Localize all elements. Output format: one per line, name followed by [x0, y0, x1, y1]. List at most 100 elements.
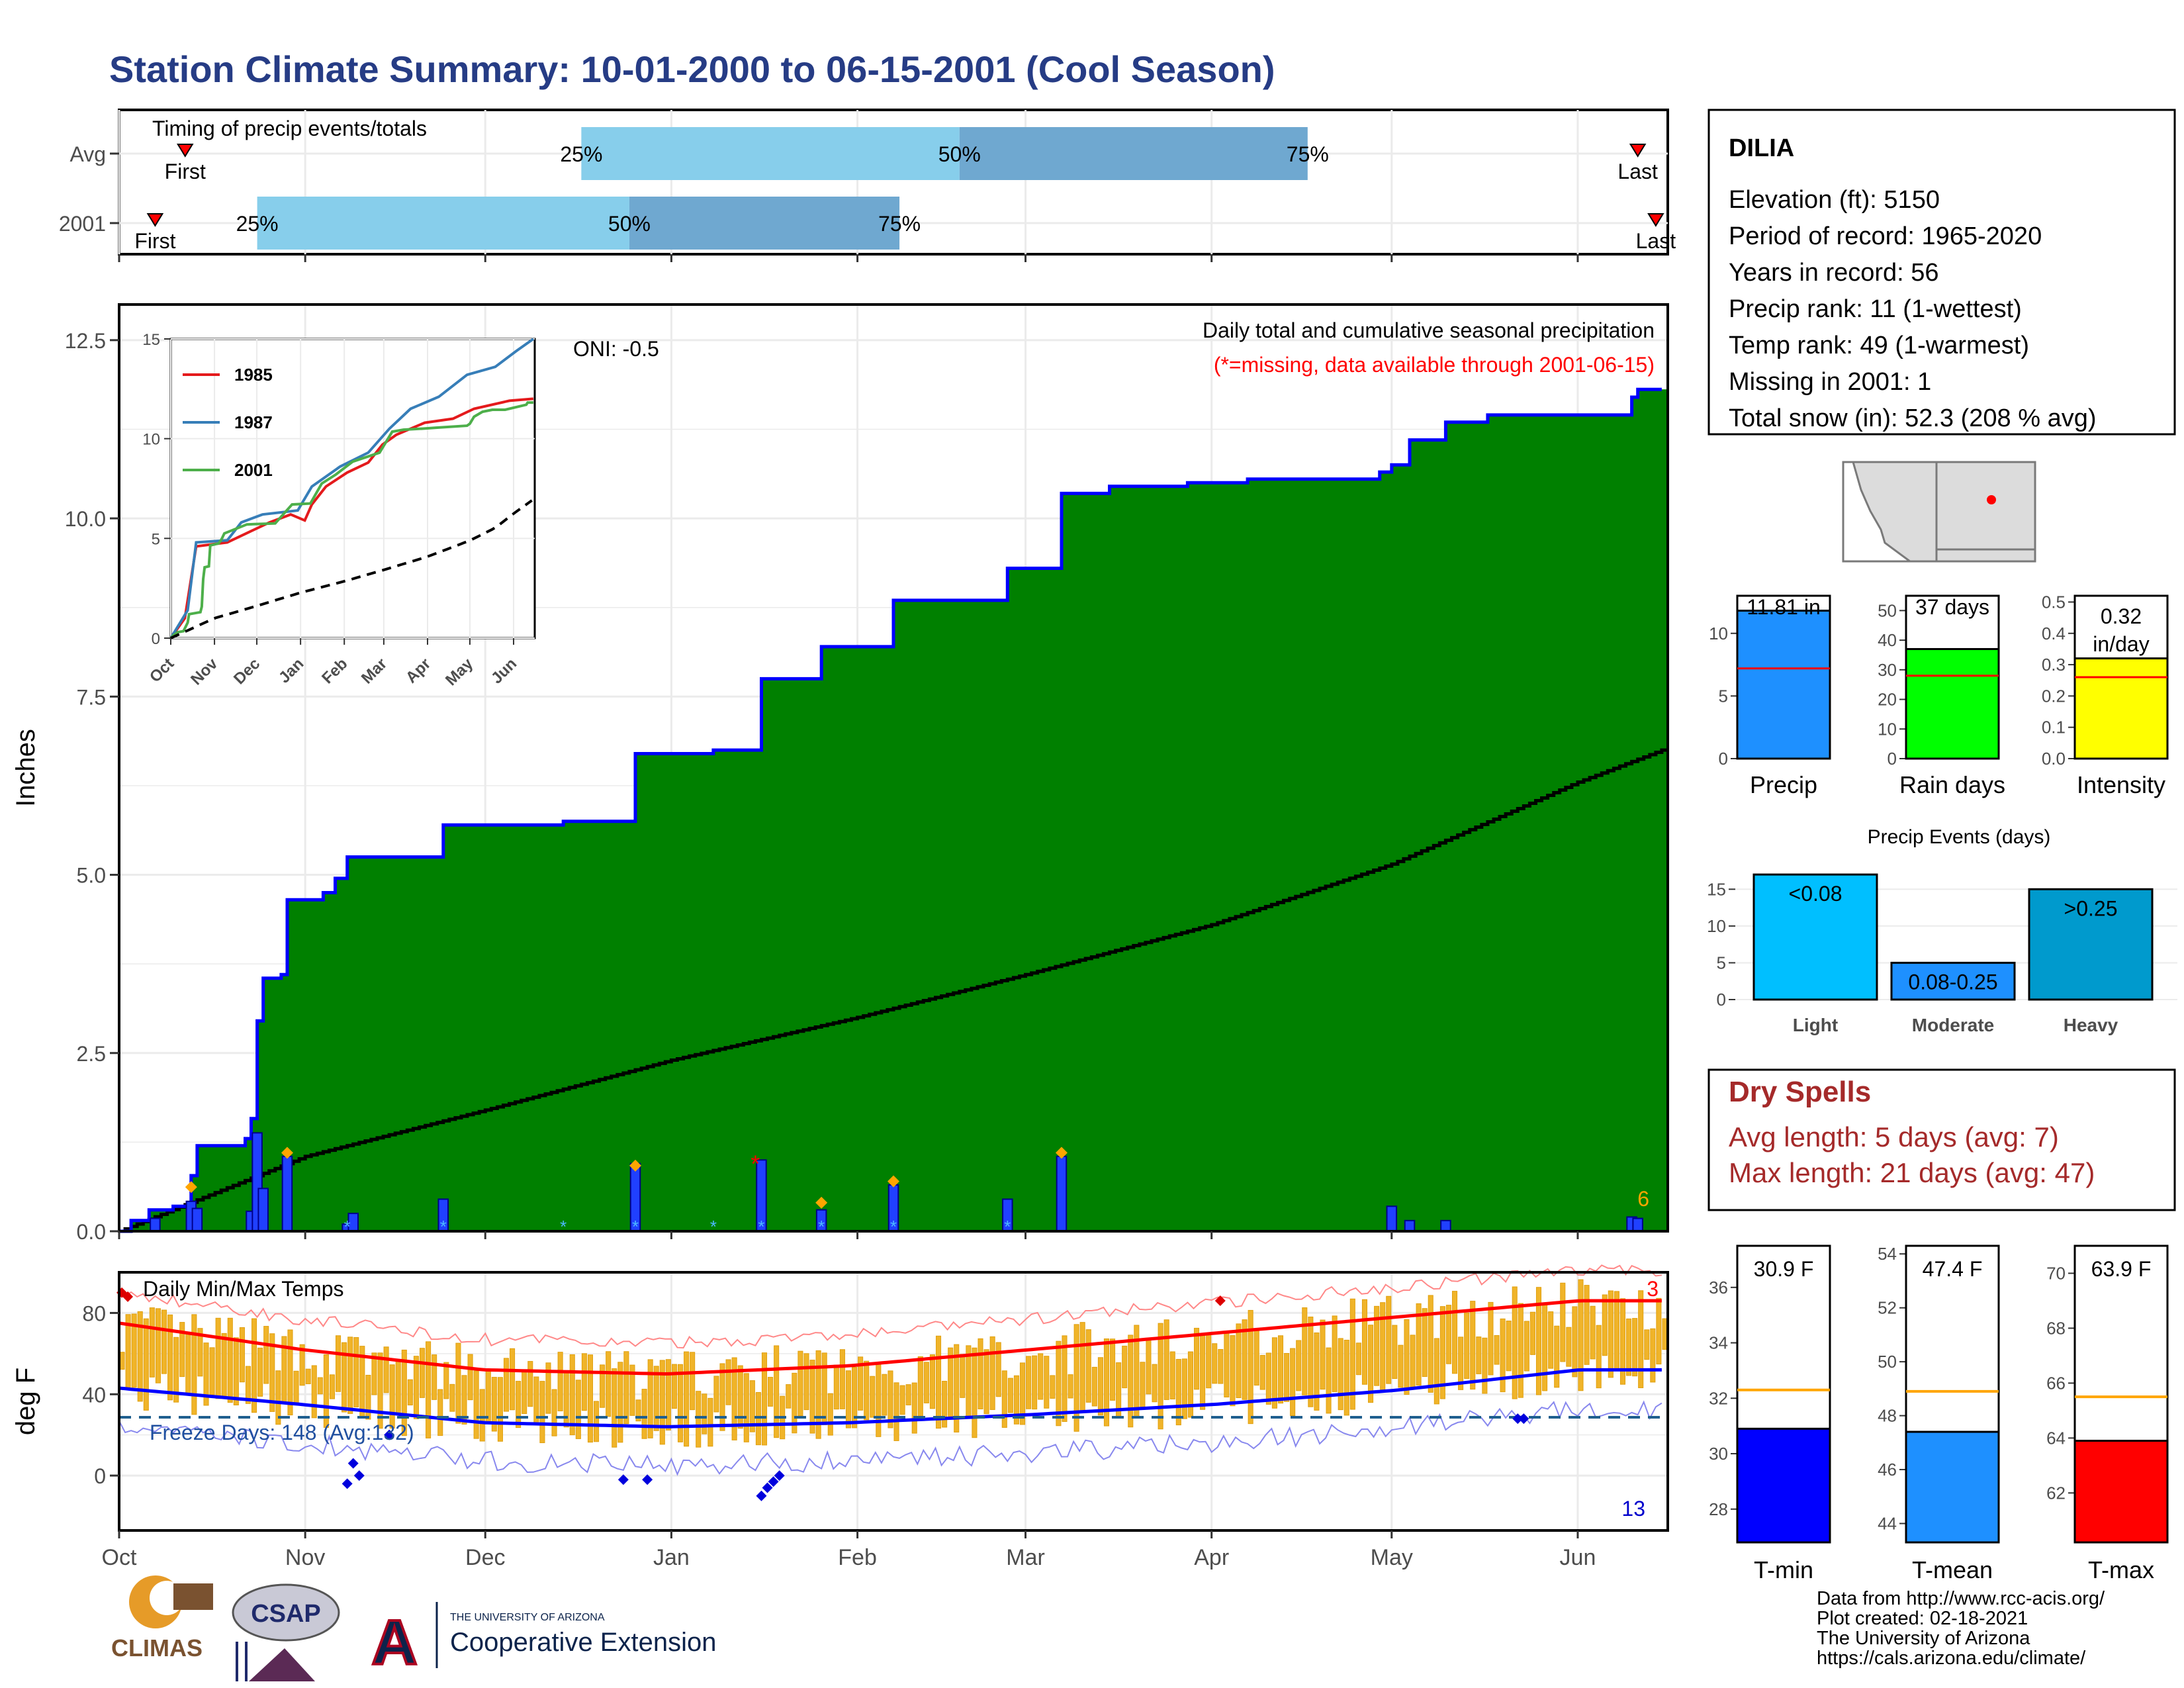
daily-temp-bar — [1163, 1319, 1169, 1400]
timing-panel: 25% 50% 75% First Last 25% 50% 75% First Last Tim… — [59, 109, 1676, 262]
inset-legend-label: 1987 — [234, 412, 273, 432]
daily-temp-bar — [1572, 1306, 1578, 1378]
daily-temp-bar — [1265, 1352, 1271, 1405]
daily-temp-bar — [1158, 1323, 1163, 1430]
daily-temp-bar — [1212, 1343, 1218, 1384]
daily-temp-bar — [119, 1352, 125, 1370]
csap-text: CSAP — [251, 1600, 321, 1628]
temp-ytick-label: 0 — [94, 1464, 106, 1488]
summary-ytick-label: 5 — [1719, 686, 1728, 706]
inset-line-1987 — [169, 338, 535, 639]
daily-temp-bar — [347, 1336, 353, 1414]
daily-temp-bar — [227, 1317, 233, 1403]
inset-average-line — [170, 499, 533, 639]
daily-temp-bar — [629, 1364, 635, 1416]
ua-big-text: Cooperative Extension — [450, 1628, 716, 1657]
daily-temp-bar — [173, 1336, 179, 1403]
daily-temp-bar — [905, 1384, 911, 1405]
temp-summary-name: T-mean — [1912, 1556, 1993, 1583]
station-box: DILIA Elevation (ft): 5150 Period of reco… — [1707, 109, 2176, 436]
daily-precip-bar — [150, 1217, 161, 1232]
daily-temp-bar — [383, 1346, 389, 1393]
temp-summary-ytick-label: 30 — [1709, 1444, 1728, 1464]
dry-spells-avg: Avg length: 5 days (avg: 7) — [1729, 1121, 2059, 1152]
cumulative-precip-area — [119, 389, 1668, 1232]
daily-temp-bar — [1632, 1318, 1638, 1377]
record-low-marker — [774, 1470, 785, 1481]
timing-first-marker — [146, 213, 164, 227]
missing-marker: * — [751, 1150, 760, 1178]
daily-temp-bar — [1193, 1327, 1200, 1390]
daily-temp-bar — [1032, 1355, 1038, 1410]
daily-temp-bar — [305, 1368, 311, 1384]
daily-temp-bar — [1619, 1298, 1626, 1385]
daily-temp-bar — [1230, 1335, 1236, 1407]
daily-temp-bar — [311, 1365, 317, 1419]
daily-temp-bar — [1380, 1302, 1386, 1391]
daily-temp-bar — [948, 1347, 954, 1417]
daily-temp-bar — [125, 1314, 131, 1388]
summary-ytick-label: 50 — [1878, 600, 1897, 620]
daily-temp-bar — [1253, 1329, 1259, 1386]
events-ytick-label: 5 — [1717, 953, 1726, 972]
daily-temp-bar — [461, 1375, 467, 1425]
main-ytick-label: 5.0 — [77, 864, 106, 888]
summary-bar-2 — [2073, 657, 2169, 760]
daily-temp-bar — [1374, 1305, 1380, 1386]
daily-temp-bar — [1518, 1303, 1524, 1398]
daily-temp-bar — [1470, 1301, 1476, 1390]
daily-temp-bar — [1019, 1362, 1026, 1425]
precip-corner-count: 6 — [1637, 1187, 1649, 1211]
timing-bar-50-75 — [959, 127, 1308, 180]
summary-ytick-label: 10 — [1709, 624, 1728, 643]
temp-summary-ytick-label: 34 — [1709, 1333, 1728, 1353]
daily-temp-bar — [251, 1318, 257, 1413]
daily-temp-bar — [1187, 1351, 1193, 1418]
daily-temp-bar — [245, 1366, 251, 1404]
summary-ytick-label: 10 — [1878, 719, 1897, 739]
daily-temp-bar — [1218, 1348, 1224, 1384]
daily-temp-bar — [179, 1322, 185, 1378]
daily-temp-bar — [497, 1377, 503, 1442]
daily-temp-bar — [899, 1385, 905, 1415]
temp-summary-ytick-label: 66 — [2046, 1373, 2066, 1393]
daily-temp-bar — [1224, 1331, 1230, 1397]
summary-ytick-label: 40 — [1878, 630, 1897, 650]
record-high-marker — [1214, 1295, 1226, 1306]
average-cumulative-line — [119, 748, 1668, 1233]
daily-temp-bar — [617, 1362, 623, 1443]
daily-temp-bar — [467, 1354, 473, 1401]
daily-temp-bar — [1007, 1378, 1013, 1413]
timing-quartile-label: 75% — [1287, 142, 1329, 166]
events-category-label: Light — [1793, 1015, 1838, 1035]
daily-temp-bar — [1152, 1364, 1158, 1403]
events-bar-moderate — [1890, 961, 2016, 1001]
summary-ytick-label: 30 — [1878, 660, 1897, 680]
temp-summary-ytick-label: 46 — [1878, 1460, 1897, 1479]
daily-temp-bar — [161, 1309, 167, 1374]
daily-temp-bar — [1566, 1327, 1572, 1367]
summary-value-unit: in/day — [2093, 632, 2149, 656]
daily-temp-bar — [1506, 1321, 1512, 1372]
daily-temp-bar — [239, 1327, 245, 1383]
summary-name: Intensity — [2077, 771, 2165, 798]
daily-temp-bar — [606, 1351, 612, 1417]
daily-temp-bar — [665, 1359, 671, 1430]
daily-temp-bar — [1602, 1294, 1608, 1356]
daily-temp-bar — [1302, 1307, 1308, 1395]
daily-temp-bar — [401, 1349, 407, 1436]
inset-ytick-label: 5 — [152, 530, 160, 548]
daily-temp-bar — [479, 1389, 485, 1442]
snow-marker — [887, 1175, 899, 1188]
trace-marker: * — [440, 1217, 447, 1237]
daily-temp-bar — [323, 1354, 329, 1428]
summary-value-label: 37 days — [1915, 595, 1989, 619]
daily-temp-bar — [876, 1362, 882, 1437]
daily-temp-bar — [768, 1377, 774, 1407]
daily-temp-bar — [287, 1329, 293, 1416]
daily-temp-bar — [612, 1368, 617, 1448]
daily-temp-bar — [1451, 1291, 1458, 1374]
temp-summary-name: T-max — [2088, 1556, 2154, 1583]
daily-temp-bar — [1464, 1312, 1470, 1379]
daily-temp-bar — [882, 1374, 887, 1416]
